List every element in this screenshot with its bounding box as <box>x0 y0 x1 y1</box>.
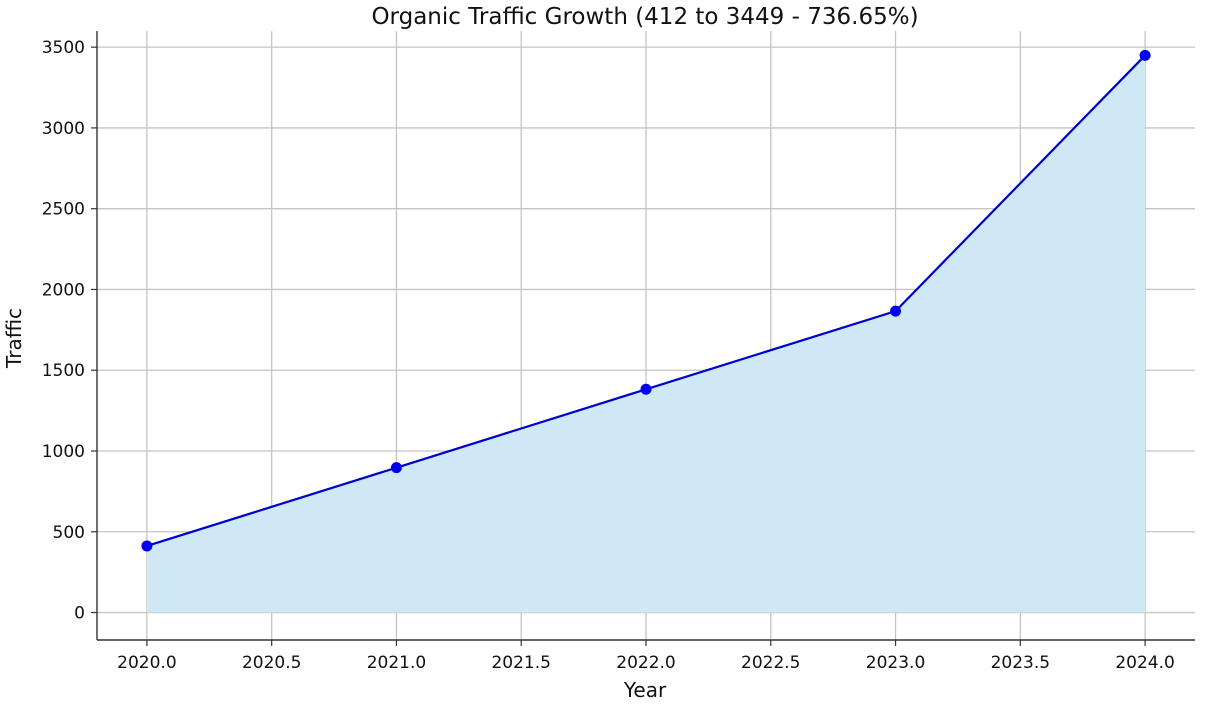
data-point <box>390 462 402 474</box>
y-tick-labels: 0 500 1000 1500 2000 2500 3000 3500 <box>42 38 85 623</box>
data-point <box>1139 49 1151 61</box>
x-tick-label: 2024.0 <box>1115 653 1174 673</box>
x-tick-labels: 2020.0 2020.5 2021.0 2021.5 2022.0 2022.5 2023… <box>117 653 1175 673</box>
x-tick-label: 2020.0 <box>117 653 176 673</box>
y-axis-label: Traffic <box>2 308 26 369</box>
data-point <box>890 305 902 317</box>
y-tick-label: 0 <box>74 604 85 624</box>
x-tick-label: 2023.5 <box>991 653 1050 673</box>
area-fill <box>146 55 1146 613</box>
x-tick-label: 2021.0 <box>367 653 426 673</box>
axes <box>91 31 1195 646</box>
area-fill-layer <box>146 55 1146 613</box>
y-tick-label: 1500 <box>42 361 85 381</box>
x-tick-label: 2023.0 <box>866 653 925 673</box>
x-tick-label: 2020.5 <box>242 653 301 673</box>
x-tick-label: 2022.0 <box>616 653 675 673</box>
data-point <box>141 540 153 552</box>
y-tick-label: 3500 <box>42 38 85 58</box>
x-tick-label: 2021.5 <box>491 653 550 673</box>
y-tick-label: 500 <box>53 523 85 543</box>
y-tick-label: 2500 <box>42 200 85 220</box>
x-tick-label: 2022.5 <box>741 653 800 673</box>
x-axis-label: Year <box>623 678 667 702</box>
y-tick-label: 2000 <box>42 280 85 300</box>
chart-title: Organic Traffic Growth (412 to 3449 - 73… <box>371 4 918 30</box>
marker-layer <box>141 49 1151 552</box>
data-point <box>640 383 652 395</box>
y-tick-label: 3000 <box>42 119 85 139</box>
y-tick-label: 1000 <box>42 442 85 462</box>
